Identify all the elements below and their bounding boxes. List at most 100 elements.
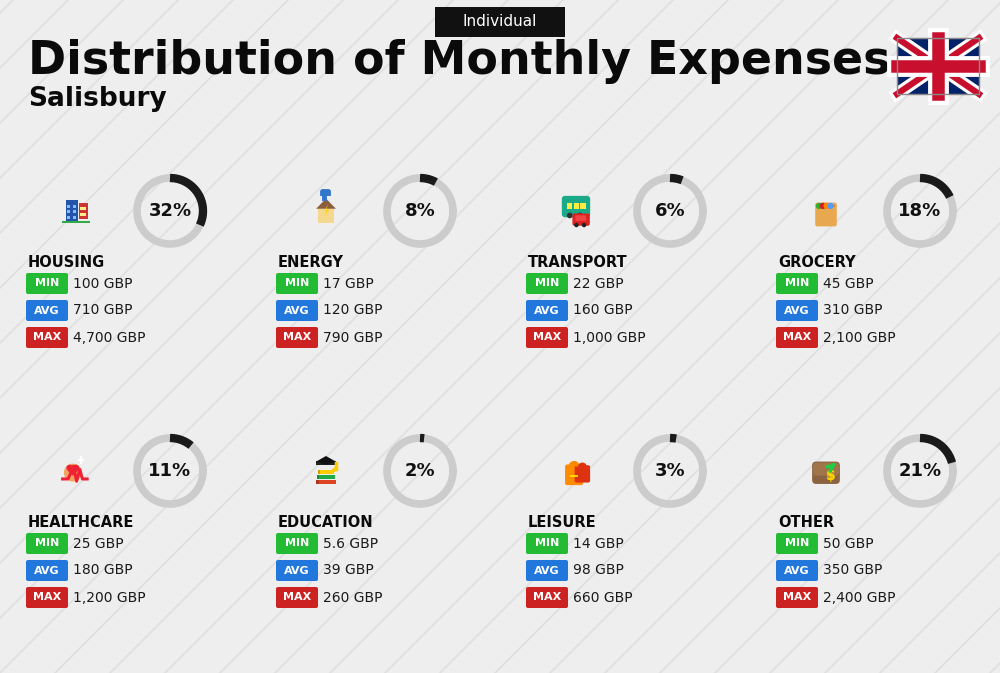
Text: 18%: 18% <box>898 202 942 220</box>
FancyBboxPatch shape <box>80 207 86 210</box>
Circle shape <box>64 464 82 481</box>
FancyBboxPatch shape <box>66 199 78 223</box>
Text: MIN: MIN <box>285 279 309 289</box>
FancyBboxPatch shape <box>572 213 590 225</box>
FancyBboxPatch shape <box>276 533 318 554</box>
Text: MIN: MIN <box>35 538 59 548</box>
Text: 6%: 6% <box>655 202 685 220</box>
Text: 310 GBP: 310 GBP <box>823 304 883 318</box>
Text: 2%: 2% <box>405 462 435 480</box>
Text: 790 GBP: 790 GBP <box>323 330 382 345</box>
Text: AVG: AVG <box>284 306 310 316</box>
FancyBboxPatch shape <box>526 587 568 608</box>
Polygon shape <box>323 204 329 218</box>
Circle shape <box>577 213 583 218</box>
Text: 1,200 GBP: 1,200 GBP <box>73 590 146 604</box>
Text: AVG: AVG <box>534 565 560 575</box>
Text: AVG: AVG <box>284 565 310 575</box>
Text: MIN: MIN <box>285 538 309 548</box>
Text: GROCERY: GROCERY <box>778 255 856 270</box>
FancyBboxPatch shape <box>26 273 68 294</box>
Text: 25 GBP: 25 GBP <box>73 536 124 551</box>
FancyBboxPatch shape <box>813 462 839 476</box>
FancyBboxPatch shape <box>276 587 318 608</box>
Text: MIN: MIN <box>785 279 809 289</box>
Text: Distribution of Monthly Expenses: Distribution of Monthly Expenses <box>28 38 890 83</box>
FancyBboxPatch shape <box>776 560 818 581</box>
Text: 98 GBP: 98 GBP <box>573 563 624 577</box>
Text: 660 GBP: 660 GBP <box>573 590 633 604</box>
Text: MAX: MAX <box>283 592 311 602</box>
Circle shape <box>574 223 579 227</box>
FancyBboxPatch shape <box>80 456 82 464</box>
Text: MIN: MIN <box>535 279 559 289</box>
FancyBboxPatch shape <box>526 300 568 321</box>
FancyBboxPatch shape <box>776 273 818 294</box>
Text: 22 GBP: 22 GBP <box>573 277 624 291</box>
Text: 100 GBP: 100 GBP <box>73 277 132 291</box>
Circle shape <box>567 213 573 218</box>
Text: OTHER: OTHER <box>778 515 834 530</box>
FancyBboxPatch shape <box>575 465 590 483</box>
Text: $: $ <box>826 469 836 483</box>
Text: 39 GBP: 39 GBP <box>323 563 374 577</box>
Text: AVG: AVG <box>534 306 560 316</box>
Text: AVG: AVG <box>784 306 810 316</box>
Text: EDUCATION: EDUCATION <box>278 515 374 530</box>
Text: Salisbury: Salisbury <box>28 86 167 112</box>
Circle shape <box>816 203 822 209</box>
FancyBboxPatch shape <box>276 327 318 348</box>
Text: 2,100 GBP: 2,100 GBP <box>823 330 896 345</box>
Text: 32%: 32% <box>148 202 192 220</box>
Text: MIN: MIN <box>535 538 559 548</box>
FancyBboxPatch shape <box>73 216 76 219</box>
Text: 350 GBP: 350 GBP <box>823 563 882 577</box>
FancyBboxPatch shape <box>815 203 837 226</box>
Circle shape <box>824 203 830 209</box>
FancyBboxPatch shape <box>897 38 979 94</box>
FancyBboxPatch shape <box>580 203 586 209</box>
Text: 160 GBP: 160 GBP <box>573 304 633 318</box>
FancyBboxPatch shape <box>776 327 818 348</box>
Text: MIN: MIN <box>35 279 59 289</box>
FancyBboxPatch shape <box>73 205 76 207</box>
Text: MAX: MAX <box>533 592 561 602</box>
Text: MAX: MAX <box>533 332 561 343</box>
FancyBboxPatch shape <box>562 196 590 217</box>
FancyBboxPatch shape <box>79 203 88 219</box>
Text: 260 GBP: 260 GBP <box>323 590 382 604</box>
Circle shape <box>827 472 835 480</box>
Polygon shape <box>316 199 336 209</box>
Circle shape <box>827 203 834 209</box>
FancyBboxPatch shape <box>776 533 818 554</box>
Polygon shape <box>66 464 79 476</box>
Circle shape <box>582 223 586 227</box>
FancyBboxPatch shape <box>526 533 568 554</box>
FancyBboxPatch shape <box>316 480 336 485</box>
FancyBboxPatch shape <box>776 587 818 608</box>
FancyBboxPatch shape <box>67 210 70 213</box>
FancyBboxPatch shape <box>62 221 90 223</box>
Text: 710 GBP: 710 GBP <box>73 304 132 318</box>
Text: TRANSPORT: TRANSPORT <box>528 255 628 270</box>
FancyBboxPatch shape <box>318 470 320 474</box>
Text: 5.6 GBP: 5.6 GBP <box>323 536 378 551</box>
FancyBboxPatch shape <box>317 475 319 479</box>
Text: AVG: AVG <box>784 565 810 575</box>
FancyBboxPatch shape <box>26 327 68 348</box>
Polygon shape <box>316 456 336 464</box>
Text: 180 GBP: 180 GBP <box>73 563 133 577</box>
Text: HEALTHCARE: HEALTHCARE <box>28 515 134 530</box>
Text: 8%: 8% <box>405 202 435 220</box>
FancyBboxPatch shape <box>776 300 818 321</box>
Text: MAX: MAX <box>283 332 311 343</box>
FancyBboxPatch shape <box>812 462 840 484</box>
FancyBboxPatch shape <box>567 203 572 209</box>
FancyBboxPatch shape <box>67 205 70 207</box>
Text: MAX: MAX <box>783 592 811 602</box>
FancyBboxPatch shape <box>318 470 334 474</box>
Text: MAX: MAX <box>33 332 61 343</box>
Polygon shape <box>316 462 336 464</box>
Text: MAX: MAX <box>33 592 61 602</box>
Circle shape <box>820 203 826 209</box>
